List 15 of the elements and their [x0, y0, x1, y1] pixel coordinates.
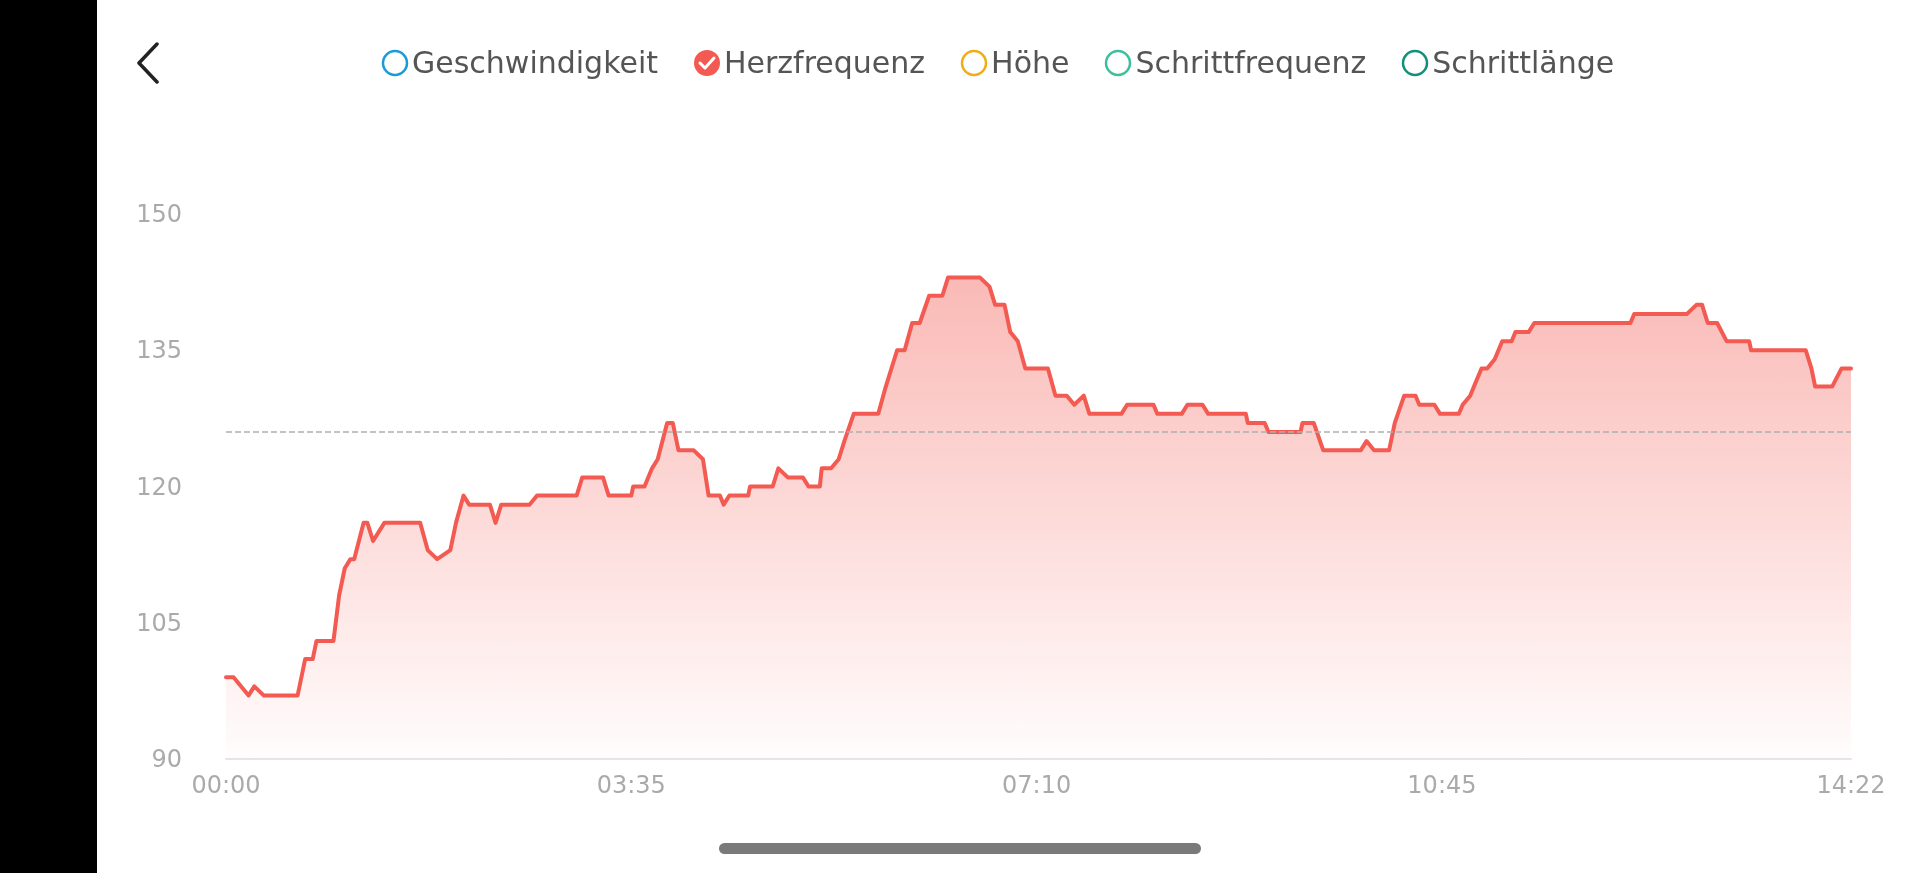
- legend-label: Schrittfrequenz: [1135, 45, 1367, 80]
- x-tick-label: 03:35: [596, 771, 666, 799]
- y-tick-label: 135: [136, 336, 182, 365]
- x-tick-label: 00:00: [191, 771, 261, 799]
- legend-label: Höhe: [991, 45, 1070, 80]
- y-tick-label: 150: [136, 200, 182, 228]
- y-tick-label: 120: [136, 472, 182, 501]
- legend-label: Herzfrequenz: [724, 45, 926, 80]
- legend-label: Schrittlänge: [1432, 45, 1615, 80]
- y-tick-label: 105: [136, 608, 182, 637]
- x-tick-label: 10:45: [1407, 771, 1477, 799]
- x-tick-label: 07:10: [1002, 771, 1072, 799]
- legend-label: Geschwindigkeit: [412, 45, 659, 80]
- x-tick-label: 14:22: [1816, 771, 1886, 799]
- y-tick-label: 90: [151, 745, 182, 773]
